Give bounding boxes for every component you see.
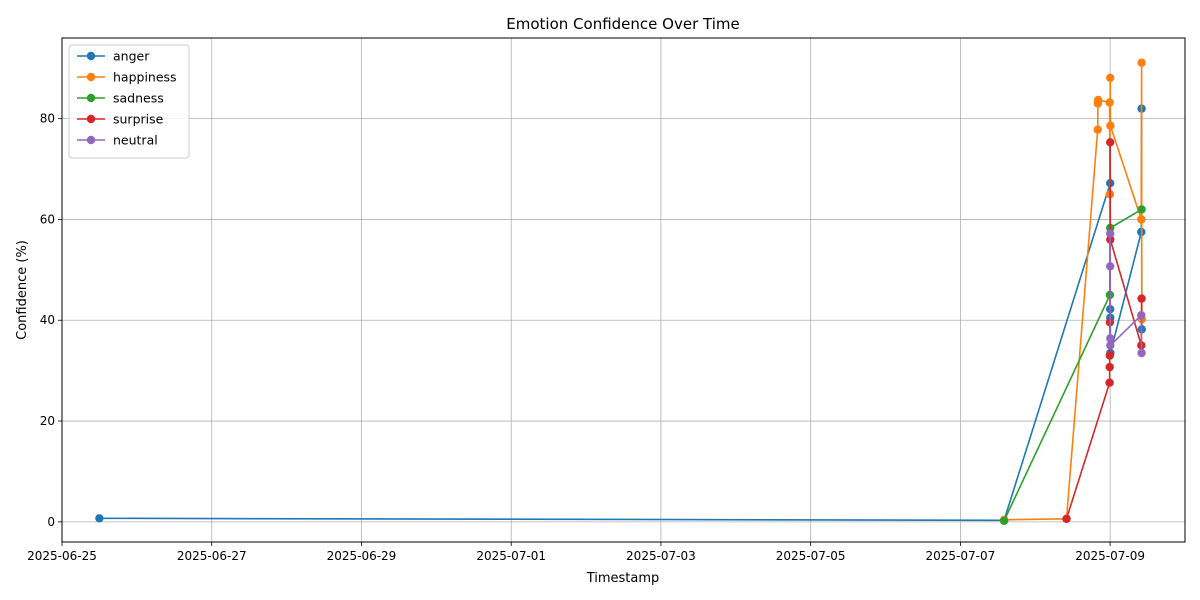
axis-ticks: 2025-06-25 2025-06-27 2025-06-29 2025-07-01…	[27, 112, 1145, 563]
data-point-neutral	[1106, 334, 1115, 343]
legend-box	[68, 44, 190, 159]
legend-marker	[86, 135, 96, 145]
chart-title: Emotion Confidence Over Time	[506, 15, 739, 33]
legend-item-happiness: happiness	[77, 70, 177, 85]
data-point-neutral	[1137, 311, 1146, 320]
series-layer	[95, 58, 1147, 525]
legend-marker	[86, 51, 96, 61]
legend: anger happiness sadness surprise neutral	[68, 44, 190, 159]
x-tick-label: 2025-07-01	[476, 549, 546, 563]
data-point-surprise	[1105, 362, 1114, 372]
data-point-happiness	[1137, 58, 1146, 67]
data-point-surprise	[1105, 378, 1114, 387]
data-point-surprise	[1106, 138, 1115, 147]
legend-label: anger	[113, 49, 150, 64]
x-tick-label: 2025-07-07	[926, 549, 996, 563]
legend-label: sadness	[113, 91, 164, 106]
legend-item-neutral: neutral	[77, 133, 158, 148]
data-point-happiness	[1093, 125, 1102, 134]
legend-item-surprise: surprise	[77, 112, 164, 127]
data-point-happiness	[1137, 215, 1146, 224]
y-tick-label: 40	[40, 313, 55, 327]
data-point-happiness	[1105, 98, 1114, 107]
series-neutral	[1106, 229, 1146, 358]
data-point-surprise	[1137, 294, 1146, 303]
y-tick-label: 0	[47, 515, 55, 529]
data-point-surprise	[1062, 514, 1071, 523]
y-axis-label: Confidence (%)	[15, 240, 30, 340]
data-point-happiness	[1106, 73, 1115, 83]
data-point-happiness	[1094, 95, 1103, 105]
x-tick-label: 2025-07-05	[776, 549, 846, 563]
x-tick-label: 2025-07-03	[626, 549, 696, 563]
legend-label: happiness	[113, 70, 177, 85]
legend-marker	[86, 114, 96, 124]
x-tick-label: 2025-06-25	[27, 549, 97, 563]
x-tick-label: 2025-06-27	[177, 549, 247, 563]
data-point-sadness	[999, 516, 1009, 525]
y-tick-label: 20	[40, 414, 55, 428]
y-tick-label: 80	[40, 112, 55, 126]
data-point-surprise	[1105, 351, 1115, 360]
data-point-happiness	[1106, 121, 1115, 130]
legend-marker	[86, 93, 96, 103]
legend-marker	[86, 72, 96, 82]
data-point-neutral	[1106, 229, 1115, 238]
x-tick-label: 2025-07-09	[1075, 549, 1145, 563]
x-tick-label: 2025-06-29	[327, 549, 397, 563]
data-point-neutral	[1106, 341, 1115, 350]
plot-frame	[61, 37, 1186, 543]
legend-label: neutral	[113, 133, 158, 148]
data-point-sadness	[1137, 205, 1146, 214]
y-tick-label: 60	[40, 212, 55, 226]
legend-label: surprise	[113, 112, 164, 127]
x-axis-label: Timestamp	[586, 571, 660, 586]
legend-item-sadness: sadness	[77, 91, 164, 106]
data-point-anger	[95, 514, 104, 523]
data-point-neutral	[1137, 348, 1146, 358]
data-point-neutral	[1106, 262, 1115, 271]
legend-item-anger: anger	[77, 49, 150, 64]
